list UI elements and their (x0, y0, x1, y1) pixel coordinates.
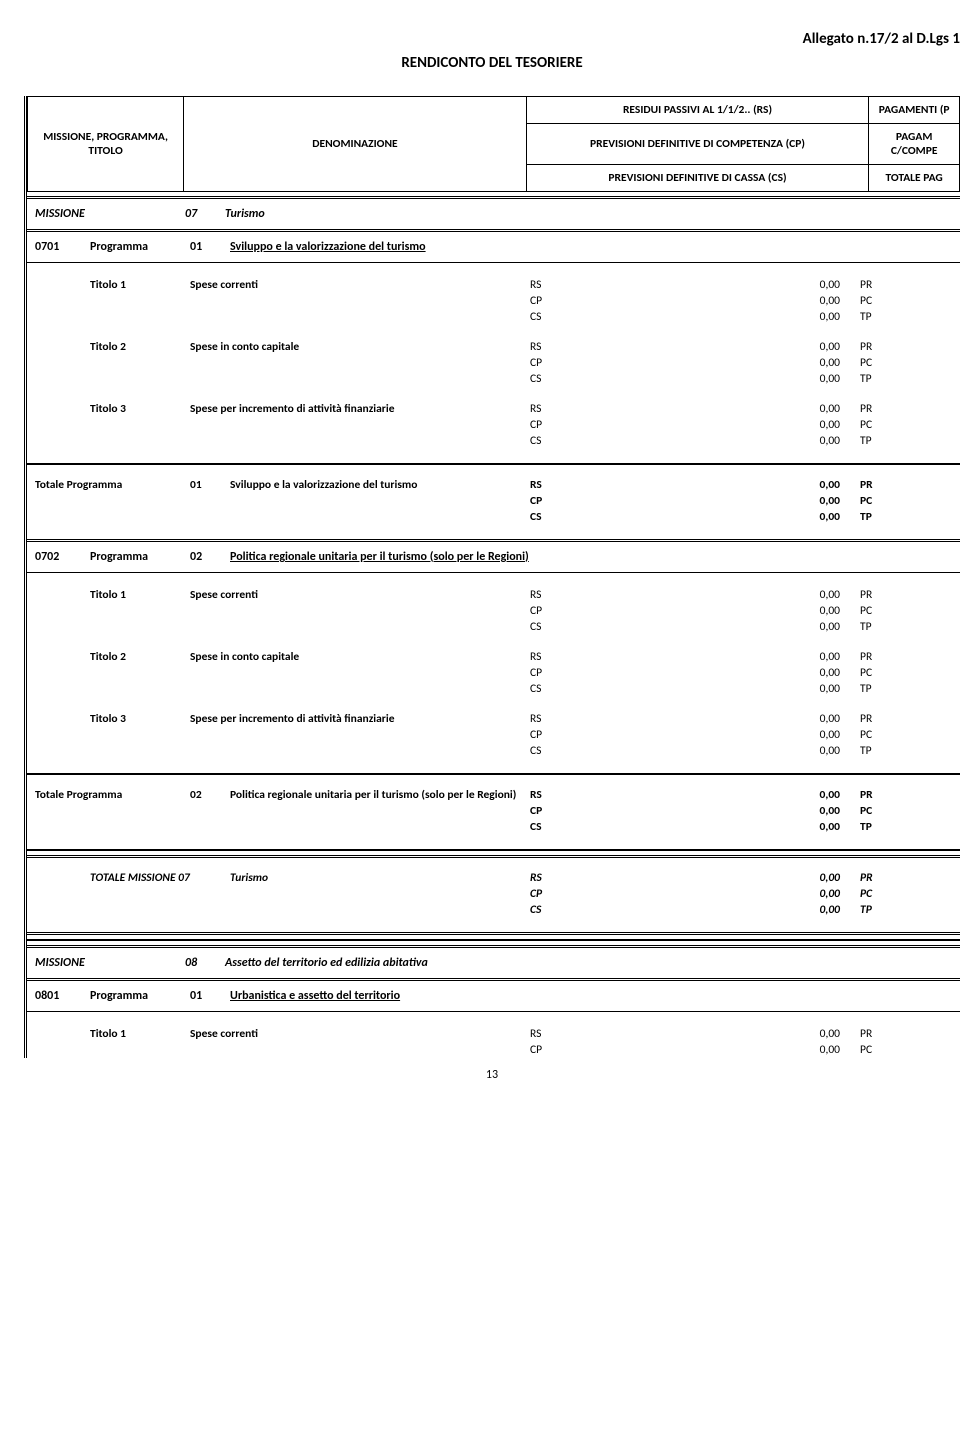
header-pagamenti: PAGAMENTI (P (869, 97, 960, 124)
header-col-denominazione: DENOMINAZIONE (184, 97, 527, 192)
totale-programma-01-cs: CS 0,00 TP (27, 509, 960, 525)
titolo3-desc: Spese per incremento di attività finanzi… (190, 402, 530, 416)
titolo2-label: Titolo 2 (90, 340, 190, 354)
titolo3-cs-row: CS 0,00 TP (27, 433, 960, 449)
t3-cp: CP 0,00 PC (27, 727, 960, 743)
totale-programma-02-cp: CP 0,00 PC (27, 803, 960, 819)
p0801-t1-cp: CP 0,00 PC (27, 1042, 960, 1058)
titolo3-rs-row: Titolo 3 Spese per incremento di attivit… (27, 401, 960, 417)
totale-programma-02-rs: Totale Programma 02 Politica regionale u… (27, 787, 960, 803)
t3-cs: CS 0,00 TP (27, 743, 960, 759)
code-cp: CP (530, 294, 580, 308)
prog-name: Sviluppo e la valorizzazione del turismo (230, 240, 952, 254)
missione-num: 07 (185, 207, 225, 221)
header-previsioni-cs: PREVISIONI DEFINITIVE DI CASSA (CS) (526, 165, 869, 192)
value: 0,00 (580, 278, 860, 292)
p0801-t1-rs: Titolo 1 Spese correnti RS 0,00 PR (27, 1026, 960, 1042)
prog-label: Programma (90, 240, 190, 254)
programma-0702-row: 0702 Programma 02 Politica regionale uni… (27, 546, 960, 568)
missione-07-row: MISSIONE 07 Turismo (27, 203, 960, 225)
titolo2-rs-row: Titolo 2 Spese in conto capitale RS 0,00… (27, 339, 960, 355)
totale-missione-07-cp: CP 0,00 PC (27, 886, 960, 902)
value: 0,00 (580, 310, 860, 324)
titolo2-cs-row: CS 0,00 TP (27, 371, 960, 387)
totale-programma-02-cs: CS 0,00 TP (27, 819, 960, 835)
code-pc: PC (860, 294, 900, 308)
titolo3-label: Titolo 3 (90, 402, 190, 416)
totale-programma-01-rs: Totale Programma 01 Sviluppo e la valori… (27, 477, 960, 493)
titolo2-cp-row: CP 0,00 PC (27, 355, 960, 371)
main-content-frame: MISSIONE, PROGRAMMA, TITOLO DENOMINAZION… (24, 96, 960, 1058)
value: 0,00 (580, 294, 860, 308)
missione-name: Turismo (225, 207, 952, 221)
code-cs: CS (530, 310, 580, 324)
prog-code: 0701 (35, 240, 90, 254)
page-number: 13 (24, 1068, 960, 1082)
header-table: MISSIONE, PROGRAMMA, TITOLO DENOMINAZION… (27, 96, 960, 192)
header-col-missione: MISSIONE, PROGRAMMA, TITOLO (28, 97, 184, 192)
code-tp: TP (860, 310, 900, 324)
code-pr: PR (860, 278, 900, 292)
titolo1-desc: Spese correnti (190, 278, 530, 292)
code-rs: RS (530, 278, 580, 292)
titolo1-cs-row: CS 0,00 TP (27, 309, 960, 325)
prog-num: 01 (190, 240, 230, 254)
t1-rs: Titolo 1 Spese correnti RS 0,00 PR (27, 587, 960, 603)
totale-missione-07-cs: CS 0,00 TP (27, 902, 960, 918)
titolo2-desc: Spese in conto capitale (190, 340, 530, 354)
t2-rs: Titolo 2 Spese in conto capitale RS 0,00… (27, 649, 960, 665)
header-pagam-compe: PAGAM C/COMPE (869, 124, 960, 165)
t2-cs: CS 0,00 TP (27, 681, 960, 697)
missione-08-row: MISSIONE 08 Assetto del territorio ed ed… (27, 952, 960, 974)
titolo1-label: Titolo 1 (90, 278, 190, 292)
missione-label: MISSIONE (35, 207, 185, 221)
document-title: RENDICONTO DEL TESORIERE (24, 54, 960, 72)
t3-rs: Titolo 3 Spese per incremento di attivit… (27, 711, 960, 727)
programma-0701-row: 0701 Programma 01 Sviluppo e la valorizz… (27, 236, 960, 258)
programma-0801-row: 0801 Programma 01 Urbanistica e assetto … (27, 985, 960, 1007)
header-previsioni-cp: PREVISIONI DEFINITIVE DI COMPETENZA (CP) (526, 124, 869, 165)
totale-missione-07-rs: TOTALE MISSIONE 07 Turismo RS 0,00 PR (27, 870, 960, 886)
header-residui: RESIDUI PASSIVI AL 1/1/2.. (RS) (526, 97, 869, 124)
titolo3-cp-row: CP 0,00 PC (27, 417, 960, 433)
totale-programma-01-cp: CP 0,00 PC (27, 493, 960, 509)
t1-cs: CS 0,00 TP (27, 619, 960, 635)
allegato-header: Allegato n.17/2 al D.Lgs 1 (24, 30, 960, 48)
header-totale-pag: TOTALE PAG (869, 165, 960, 192)
titolo1-cp-row: CP 0,00 PC (27, 293, 960, 309)
t2-cp: CP 0,00 PC (27, 665, 960, 681)
t1-cp: CP 0,00 PC (27, 603, 960, 619)
titolo1-rs-row: Titolo 1 Spese correnti RS 0,00 PR (27, 277, 960, 293)
